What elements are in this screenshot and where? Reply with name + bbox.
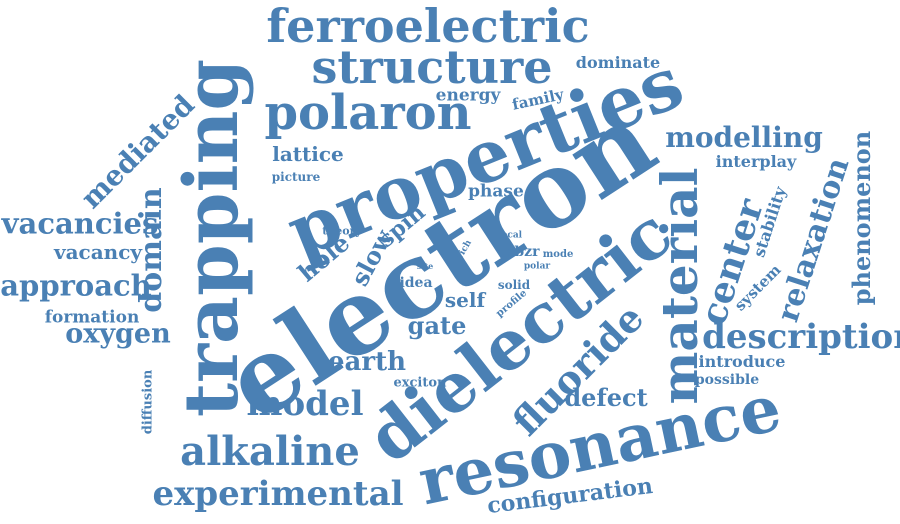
word-experimental: experimental: [152, 474, 404, 514]
word-exciton: exciton: [393, 375, 447, 391]
word-pbzr: pbzr: [504, 244, 540, 260]
word-interplay: interplay: [715, 152, 797, 171]
word-idea: idea: [399, 275, 433, 291]
word-oxygen: oxygen: [65, 318, 171, 350]
word-polar: polar: [523, 261, 551, 272]
word-phase: phase: [468, 181, 524, 202]
word-alkaline: alkaline: [180, 428, 360, 475]
word-approach: approach: [0, 268, 152, 303]
word-possible: possible: [694, 372, 760, 388]
word-model: model: [246, 384, 364, 424]
word-material: material: [650, 167, 709, 405]
word-lattice: lattice: [272, 142, 344, 166]
word-ferroelectric: ferroelectric: [266, 0, 590, 53]
word-self: self: [444, 288, 486, 312]
word-defect: defect: [564, 383, 648, 412]
word-vacancies: vacancies: [1, 206, 159, 241]
word-energy: energy: [435, 85, 501, 106]
word-vacancy: vacancy: [53, 240, 143, 264]
word-theory: theory: [322, 224, 362, 238]
word-dominate: dominate: [575, 53, 661, 72]
word-introduce: introduce: [698, 352, 786, 371]
word-relaxation: relaxation: [770, 153, 857, 327]
word-local: local: [497, 230, 523, 241]
word-structure: structure: [311, 40, 553, 94]
word-earth: earth: [328, 347, 406, 377]
word-site: site: [416, 261, 434, 271]
word-gate: gate: [407, 311, 467, 340]
word-phenomenon: phenomenon: [847, 130, 876, 306]
word-solid: solid: [497, 278, 531, 292]
word-mode: mode: [542, 249, 574, 260]
word-polaron: polaron: [264, 85, 472, 141]
word-modelling: modelling: [665, 121, 823, 154]
word-picture: picture: [271, 170, 321, 184]
word-description: description: [702, 317, 900, 357]
word-diffusion: diffusion: [140, 369, 156, 435]
word-formation: formation: [44, 307, 140, 328]
